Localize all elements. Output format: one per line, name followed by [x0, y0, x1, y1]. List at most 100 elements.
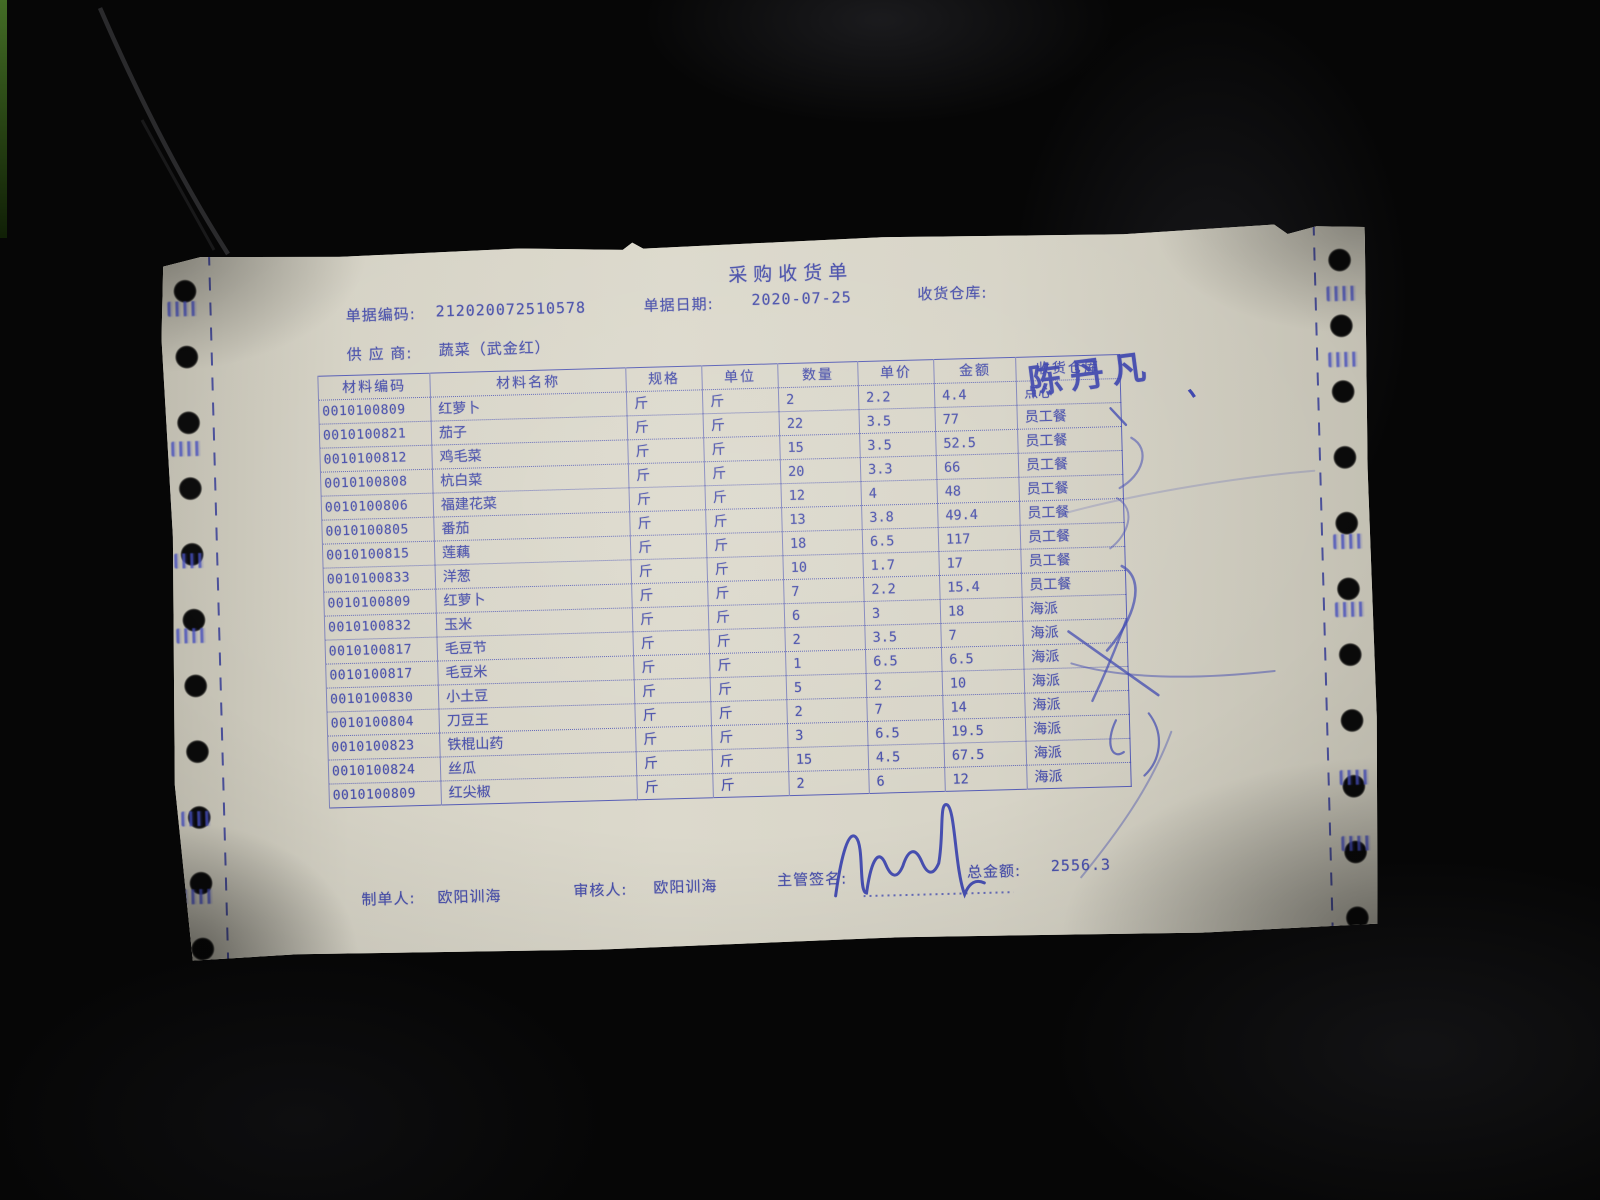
- spec-cell: 斤: [630, 510, 707, 536]
- spec-cell: 斤: [629, 486, 706, 512]
- unit-price-cell: 3.5: [865, 623, 942, 649]
- material-code-cell: 0010100833: [323, 565, 436, 592]
- spec-cell: 斤: [633, 630, 710, 656]
- handwritten-receiver-name: 陈丹凡: [1025, 346, 1157, 403]
- spec-cell: 斤: [637, 774, 714, 800]
- unit-price-cell: 4: [861, 480, 938, 506]
- unit-cell: 斤: [710, 676, 787, 702]
- material-code-cell: 0010100808: [320, 469, 433, 496]
- background-green-object: [0, 0, 7, 238]
- amount-cell: 6.5: [941, 645, 1024, 671]
- signature-label: 主管签名:: [776, 869, 848, 890]
- amount-cell: 67.5: [944, 741, 1027, 767]
- spec-cell: 斤: [632, 582, 709, 608]
- ink-smudge-mark: [176, 628, 208, 644]
- warehouse-cell: 海派: [1023, 618, 1128, 645]
- items-table: 材料编码 材料名称 规格 单位 数量 单价 金额 收货仓库 0010100809 红萝卜斤斤 2 2.…: [317, 354, 1131, 809]
- quantity-cell: 2: [789, 769, 870, 795]
- spec-cell: 斤: [630, 534, 707, 560]
- spec-cell: 斤: [632, 606, 709, 632]
- spec-cell: 斤: [626, 390, 703, 416]
- ink-smudge-mark: [181, 811, 213, 827]
- material-code-cell: 0010100806: [321, 493, 434, 520]
- warehouse-cell: 员工餐: [1020, 498, 1125, 525]
- unit-price-cell: 3.8: [862, 504, 939, 530]
- column-header-5: 单价: [858, 360, 935, 386]
- amount-cell: 17: [939, 549, 1022, 575]
- unit-price-cell: 6.5: [862, 527, 939, 553]
- amount-cell: 7: [941, 621, 1024, 647]
- material-code-cell: 0010100817: [325, 637, 438, 664]
- material-code-cell: 0010100809: [329, 781, 442, 808]
- quantity-cell: 15: [780, 434, 861, 460]
- unit-price-cell: 1.7: [863, 551, 940, 577]
- amount-cell: 52.5: [936, 429, 1019, 455]
- quantity-cell: 2: [787, 697, 868, 723]
- warehouse-cell: 海派: [1025, 714, 1130, 741]
- unit-price-cell: 7: [867, 695, 944, 721]
- quantity-cell: 13: [782, 506, 863, 532]
- unit-cell: 斤: [707, 556, 784, 582]
- quantity-cell: 2: [785, 626, 866, 652]
- doc-code-label: 单据编码:: [345, 305, 417, 325]
- ink-smudge-mark: [174, 553, 206, 569]
- unit-price-cell: 3.5: [859, 408, 936, 434]
- total-label: 总金额:: [966, 861, 1022, 882]
- amount-cell: 48: [937, 477, 1020, 503]
- quantity-cell: 10: [783, 554, 864, 580]
- unit-price-cell: 2.2: [864, 575, 941, 601]
- quantity-cell: 22: [779, 410, 860, 436]
- amount-cell: 19.5: [943, 717, 1026, 743]
- column-header-6: 金额: [934, 357, 1017, 383]
- amount-cell: 77: [935, 405, 1018, 431]
- amount-cell: 10: [942, 669, 1025, 695]
- warehouse-cell: 员工餐: [1021, 546, 1126, 573]
- amount-cell: 18: [940, 597, 1023, 623]
- spec-cell: 斤: [635, 726, 712, 752]
- unit-cell: 斤: [710, 652, 787, 678]
- doc-date-label: 单据日期:: [643, 294, 714, 315]
- warehouse-cell: 员工餐: [1020, 522, 1125, 549]
- unit-price-cell: 6.5: [867, 719, 944, 745]
- unit-cell: 斤: [703, 412, 780, 438]
- quantity-cell: 3: [787, 721, 868, 747]
- quantity-cell: 18: [782, 530, 863, 556]
- material-code-cell: 0010100830: [326, 685, 439, 712]
- ink-smudge-mark: [171, 441, 203, 457]
- quantity-cell: 2: [778, 386, 859, 412]
- unit-price-cell: 3: [864, 599, 941, 625]
- reviewer-name: 欧阳训海: [653, 877, 718, 897]
- material-code-cell: 0010100824: [328, 757, 441, 784]
- quantity-cell: 7: [784, 578, 865, 604]
- signature-line: [864, 891, 1014, 897]
- warehouse-cell: 海派: [1022, 594, 1127, 621]
- material-code-cell: 0010100821: [319, 421, 432, 448]
- spec-cell: 斤: [636, 750, 713, 776]
- unit-price-cell: 6: [869, 767, 946, 793]
- warehouse-cell: 员工餐: [1018, 450, 1123, 477]
- doc-code-value: 212020072510578: [435, 298, 587, 321]
- material-code-cell: 0010100817: [326, 661, 439, 688]
- unit-cell: 斤: [708, 580, 785, 606]
- warehouse-cell: 员工餐: [1018, 427, 1123, 454]
- material-code-cell: 0010100804: [327, 709, 440, 736]
- material-code-cell: 0010100809: [324, 589, 437, 616]
- quantity-cell: 5: [786, 673, 867, 699]
- unit-cell: 斤: [711, 724, 788, 750]
- warehouse-cell: 员工餐: [1019, 474, 1124, 501]
- warehouse-cell: 海派: [1024, 666, 1129, 693]
- spec-cell: 斤: [628, 462, 705, 488]
- unit-price-cell: 3.5: [860, 432, 937, 458]
- unit-price-cell: 4.5: [868, 743, 945, 769]
- doc-date-value: 2020-07-25: [751, 288, 852, 309]
- unit-cell: 斤: [704, 436, 781, 462]
- unit-cell: 斤: [706, 532, 783, 558]
- amount-cell: 12: [945, 765, 1028, 791]
- quantity-cell: 15: [788, 745, 869, 771]
- spec-cell: 斤: [634, 654, 711, 680]
- warehouse-cell: 员工餐: [1017, 403, 1122, 430]
- unit-cell: 斤: [712, 748, 789, 774]
- unit-cell: 斤: [711, 700, 788, 726]
- spec-cell: 斤: [627, 414, 704, 440]
